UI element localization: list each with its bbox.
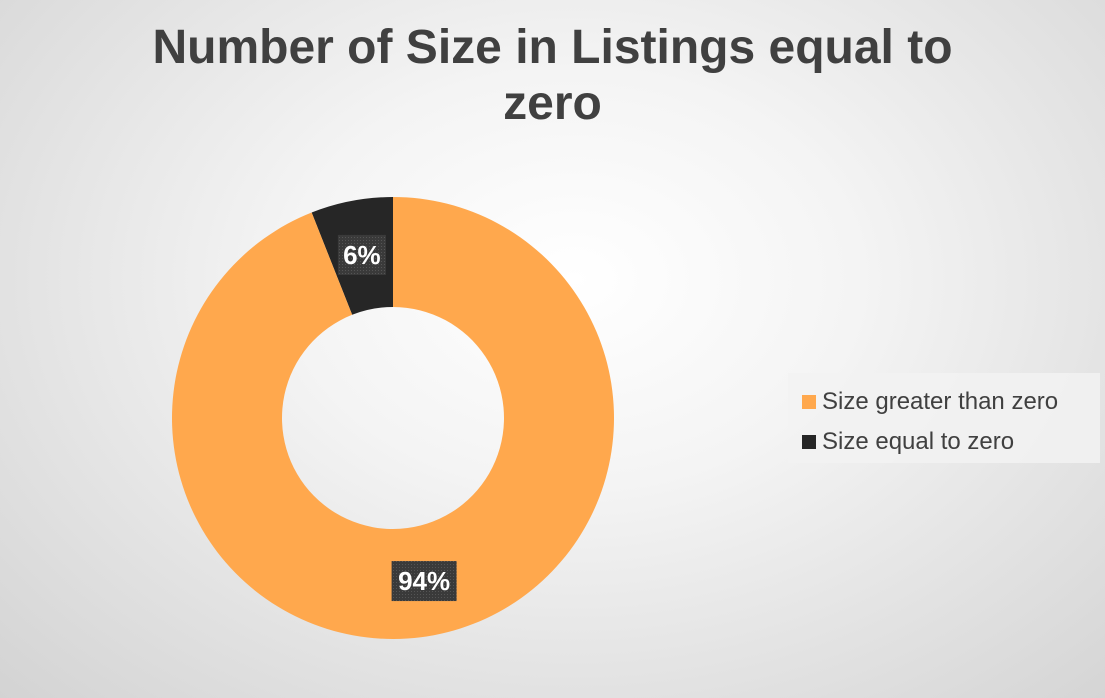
chart-title: Number of Size in Listings equal to zero bbox=[0, 20, 1105, 132]
slice-size-greater-than-zero bbox=[171, 197, 614, 640]
legend-label-equal-to-zero: Size equal to zero bbox=[822, 428, 1015, 455]
data-label-box-size-greater-than-zero bbox=[391, 561, 457, 602]
data-label-size-equal-to-zero: 6% bbox=[337, 234, 386, 275]
data-label-text-size-equal-to-zero: 6% bbox=[343, 240, 381, 270]
chart-title-line-2: zero bbox=[503, 77, 602, 130]
legend-item-greater-than-zero: Size greater than zero bbox=[802, 382, 1100, 422]
legend-swatch-equal-to-zero bbox=[802, 435, 816, 449]
legend-item-equal-to-zero: Size equal to zero bbox=[802, 422, 1100, 462]
chart-title-line-1: Number of Size in Listings equal to bbox=[152, 21, 953, 74]
data-label-text-size-greater-than-zero: 94% bbox=[398, 566, 450, 596]
data-label-size-greater-than-zero: 94% bbox=[391, 561, 457, 602]
legend-swatch-greater-than-zero bbox=[802, 395, 816, 409]
legend: Size greater than zero Size equal to zer… bbox=[788, 373, 1100, 463]
data-label-box-size-equal-to-zero bbox=[337, 234, 386, 275]
legend-label-greater-than-zero: Size greater than zero bbox=[822, 388, 1059, 415]
